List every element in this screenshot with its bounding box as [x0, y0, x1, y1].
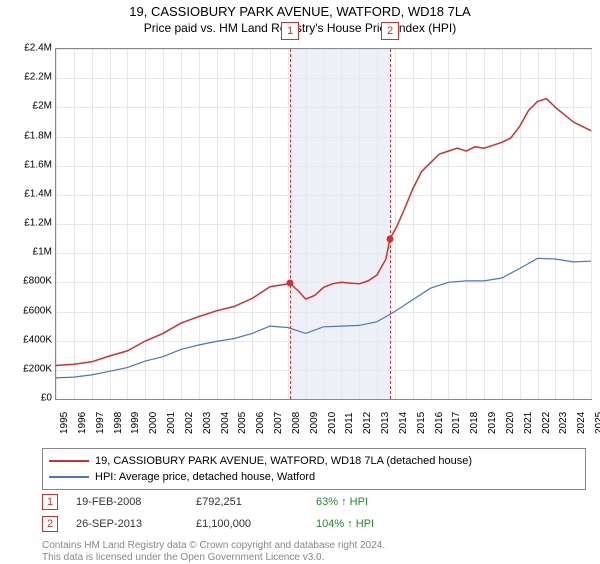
- x-axis-label: 2023: [558, 412, 569, 434]
- x-axis-label: 2013: [380, 412, 391, 434]
- x-axis-label: 2007: [273, 412, 284, 434]
- y-axis-label: £1M: [33, 247, 52, 258]
- chart-title: 19, CASSIOBURY PARK AVENUE, WATFORD, WD1…: [0, 4, 600, 19]
- x-axis-label: 2021: [523, 412, 534, 434]
- x-axis-label: 1997: [95, 412, 106, 434]
- plot-area: 12: [55, 48, 592, 400]
- transaction-row-1: 1 19-FEB-2008 £792,251 63% ↑ HPI: [42, 494, 368, 510]
- chart-container: 19, CASSIOBURY PARK AVENUE, WATFORD, WD1…: [0, 4, 600, 564]
- y-axis-label: £1.8M: [24, 130, 52, 141]
- x-axis-label: 2000: [148, 412, 159, 434]
- x-axis-label: 2016: [434, 412, 445, 434]
- x-axis-label: 2017: [451, 412, 462, 434]
- chart-subtitle: Price paid vs. HM Land Registry's House …: [0, 21, 600, 35]
- y-axis-label: £0: [41, 393, 52, 404]
- legend-label-hpi: HPI: Average price, detached house, Watf…: [95, 471, 315, 483]
- marker-dot-2: [387, 235, 394, 242]
- footnote-line-1: Contains HM Land Registry data © Crown c…: [42, 540, 385, 551]
- x-axis-label: 1995: [59, 412, 70, 434]
- transaction-date-2: 26-SEP-2013: [76, 518, 196, 530]
- marker-dot-1: [287, 280, 294, 287]
- transaction-box-1: 1: [42, 494, 58, 510]
- transaction-price-2: £1,100,000: [196, 518, 316, 530]
- x-axis-label: 2009: [309, 412, 320, 434]
- x-axis-label: 2003: [202, 412, 213, 434]
- y-axis-label: £2M: [33, 101, 52, 112]
- x-axis-label: 2001: [166, 412, 177, 434]
- x-axis-label: 2002: [184, 412, 195, 434]
- transaction-price-1: £792,251: [196, 496, 316, 508]
- x-axis-label: 1999: [130, 412, 141, 434]
- x-axis-label: 1996: [77, 412, 88, 434]
- x-axis-label: 2024: [576, 412, 587, 434]
- y-axis-label: £1.4M: [24, 188, 52, 199]
- legend-swatch-hpi: [49, 476, 89, 478]
- y-axis-label: £2.2M: [24, 72, 52, 83]
- x-axis-label: 2011: [344, 412, 355, 434]
- x-axis-label: 2019: [487, 412, 498, 434]
- x-axis-label: 2006: [255, 412, 266, 434]
- transaction-pct-2: 104% ↑ HPI: [316, 518, 374, 530]
- legend: 19, CASSIOBURY PARK AVENUE, WATFORD, WD1…: [42, 448, 586, 490]
- y-axis-label: £400K: [23, 334, 52, 345]
- x-axis-label: 2025: [594, 412, 600, 434]
- y-axis-label: £600K: [23, 305, 52, 316]
- y-axis-label: £200K: [23, 363, 52, 374]
- x-axis-label: 2022: [541, 412, 552, 434]
- marker-box-1: 1: [281, 22, 299, 40]
- transaction-box-2: 2: [42, 516, 58, 532]
- x-axis-label: 2012: [362, 412, 373, 434]
- legend-label-property: 19, CASSIOBURY PARK AVENUE, WATFORD, WD1…: [95, 455, 472, 467]
- legend-row-property: 19, CASSIOBURY PARK AVENUE, WATFORD, WD1…: [49, 453, 579, 469]
- x-axis-label: 2015: [416, 412, 427, 434]
- marker-box-2: 2: [381, 22, 399, 40]
- line-svg: [56, 49, 591, 399]
- legend-row-hpi: HPI: Average price, detached house, Watf…: [49, 469, 579, 485]
- legend-swatch-property: [49, 460, 89, 462]
- x-axis-label: 2010: [327, 412, 338, 434]
- x-axis-label: 2004: [220, 412, 231, 434]
- x-axis-label: 2005: [237, 412, 248, 434]
- y-axis-label: £800K: [23, 276, 52, 287]
- y-axis-label: £1.6M: [24, 159, 52, 170]
- x-axis-label: 2018: [469, 412, 480, 434]
- y-axis-label: £2.4M: [24, 43, 52, 54]
- x-axis-label: 2008: [291, 412, 302, 434]
- transaction-date-1: 19-FEB-2008: [76, 496, 196, 508]
- y-axis-label: £1.2M: [24, 218, 52, 229]
- x-axis-label: 2020: [505, 412, 516, 434]
- x-axis-label: 1998: [113, 412, 124, 434]
- footnote-line-2: This data is licensed under the Open Gov…: [42, 552, 324, 563]
- x-axis-label: 2014: [398, 412, 409, 434]
- transaction-row-2: 2 26-SEP-2013 £1,100,000 104% ↑ HPI: [42, 516, 374, 532]
- transaction-pct-1: 63% ↑ HPI: [316, 496, 368, 508]
